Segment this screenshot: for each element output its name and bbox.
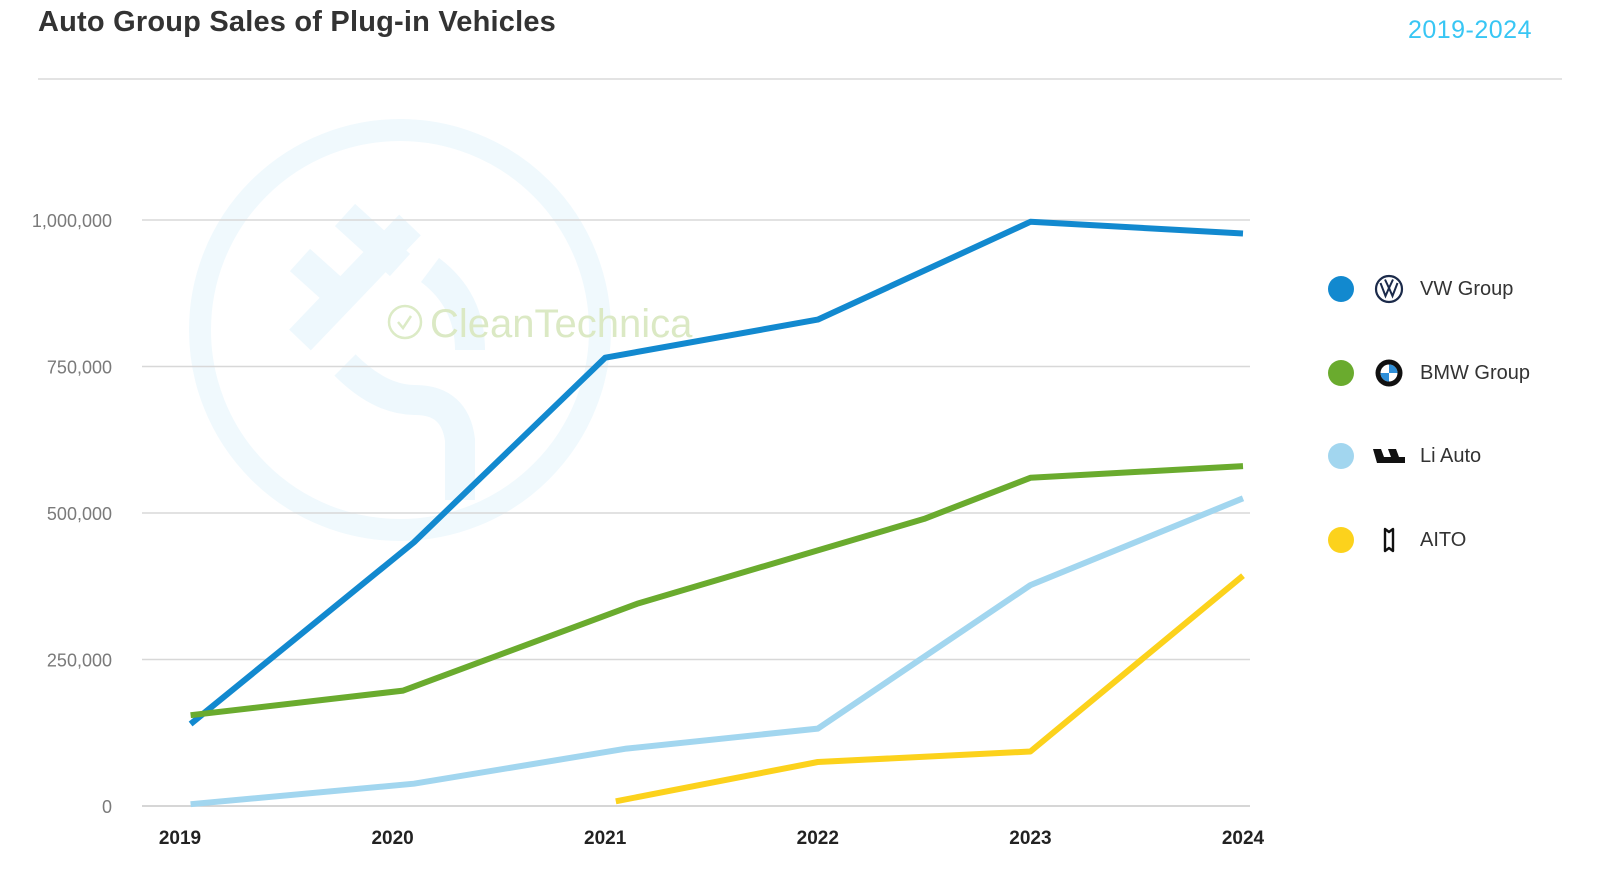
y-tick-label: 750,000 — [47, 358, 112, 378]
legend-item-bmw-group[interactable]: BMW Group — [1328, 358, 1578, 388]
y-axis: 0 250,000 500,000 750,000 1,000,000 — [32, 211, 112, 817]
x-tick-label: 2020 — [371, 828, 413, 849]
series-line-li[interactable] — [190, 495, 1245, 808]
header-divider — [38, 78, 1562, 80]
li-auto-color-swatch — [1328, 443, 1354, 469]
vw-color-swatch — [1328, 276, 1354, 302]
x-tick-label: 2019 — [159, 828, 201, 849]
grid-lines — [142, 219, 1250, 807]
vw-logo-icon — [1372, 274, 1406, 304]
series-lines — [188, 218, 1245, 808]
x-tick-label: 2021 — [584, 828, 627, 849]
x-tick-label: 2022 — [797, 828, 839, 849]
legend-item-li-auto[interactable]: Li Auto — [1328, 441, 1578, 471]
y-tick-label: 1,000,000 — [32, 211, 112, 231]
legend-label-aito: AITO — [1420, 528, 1467, 551]
x-tick-label: 2024 — [1222, 828, 1265, 849]
series-line-vw[interactable] — [188, 218, 1244, 727]
y-tick-label: 250,000 — [47, 651, 112, 671]
bmw-color-swatch — [1328, 360, 1354, 386]
li-auto-logo-icon — [1372, 441, 1406, 471]
series-line-aito[interactable] — [615, 573, 1245, 805]
x-tick-label: 2023 — [1009, 828, 1051, 849]
legend-label-bmw-group: BMW Group — [1420, 361, 1531, 384]
y-tick-label: 0 — [102, 797, 112, 817]
aito-logo-icon — [1372, 525, 1406, 555]
legend-label-li-auto: Li Auto — [1420, 444, 1482, 467]
y-tick-label: 500,000 — [47, 504, 112, 524]
watermark-text: CleanTechnica — [430, 302, 693, 346]
chart-title: Auto Group Sales of Plug-in Vehicles — [38, 6, 556, 38]
cleantechnica-watermark: CleanTechnica — [189, 119, 693, 541]
series-line-bmw[interactable] — [190, 463, 1244, 719]
aito-color-swatch — [1328, 527, 1354, 553]
bmw-logo-icon — [1372, 358, 1406, 388]
legend-item-vw-group[interactable]: VW Group — [1328, 274, 1578, 304]
date-range-label: 2019-2024 — [1407, 16, 1532, 44]
legend-item-aito[interactable]: AITO — [1328, 525, 1578, 555]
legend-label-vw-group: VW Group — [1420, 277, 1514, 300]
x-axis: 2019 2020 2021 2022 2023 2024 — [159, 828, 1265, 849]
